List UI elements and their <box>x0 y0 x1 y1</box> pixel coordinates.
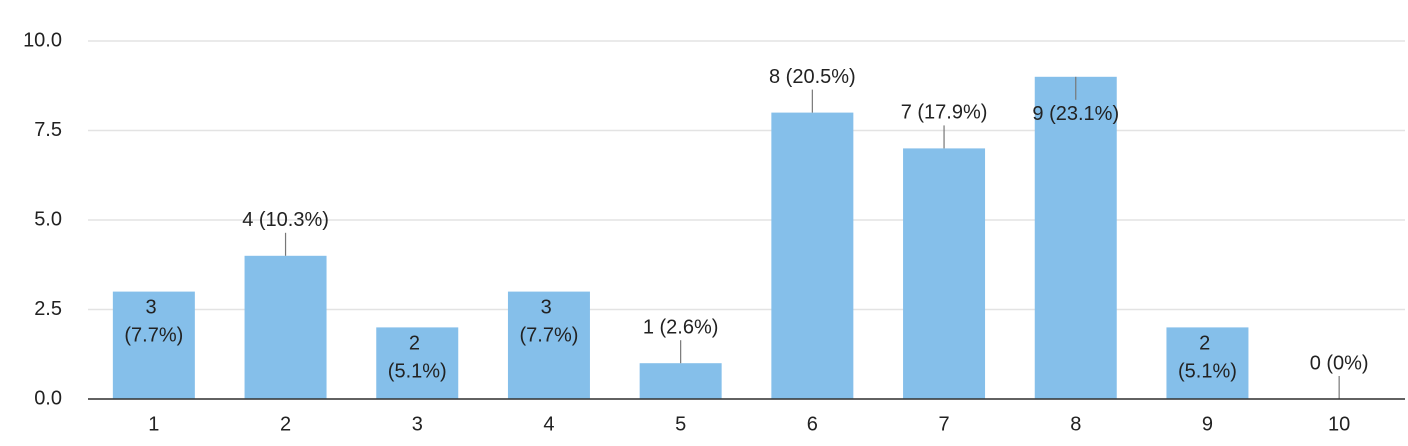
data-label-line: 3 <box>146 297 163 319</box>
data-label-line: (7.7%) <box>124 325 183 347</box>
data-label: 9 (23.1%) <box>1032 103 1119 125</box>
data-label: 4 (10.3%) <box>242 209 329 231</box>
y-tick-label: 5.0 <box>34 208 62 230</box>
data-label-line: 3 <box>541 297 558 319</box>
y-tick-label: 2.5 <box>34 298 62 320</box>
y-tick-label: 7.5 <box>34 119 62 141</box>
x-tick-label: 2 <box>280 413 291 435</box>
bar <box>639 363 722 399</box>
data-label-line: (7.7%) <box>519 325 578 347</box>
data-label-line: 2 <box>409 333 426 355</box>
bar <box>376 327 459 399</box>
x-tick-label: 4 <box>543 413 554 435</box>
data-label: 8 (20.5%) <box>769 66 856 88</box>
data-label: 0 (0%) <box>1310 352 1369 374</box>
x-tick-label: 7 <box>938 413 949 435</box>
x-tick-label: 10 <box>1328 413 1350 435</box>
data-label: 2 (5.1%) <box>1178 333 1237 383</box>
data-label-line: (5.1%) <box>388 361 447 383</box>
y-tick-label: 0.0 <box>34 387 62 409</box>
data-label-line: 2 <box>1199 333 1216 355</box>
x-tick-label: 6 <box>807 413 818 435</box>
data-label: 3 (7.7%) <box>124 297 183 347</box>
data-label: 3 (7.7%) <box>519 297 578 347</box>
x-tick-label: 5 <box>675 413 686 435</box>
bar <box>771 112 854 399</box>
x-tick-label: 1 <box>148 413 159 435</box>
bar <box>112 291 195 399</box>
bar <box>244 255 327 399</box>
data-label: 2 (5.1%) <box>388 333 447 383</box>
x-tick-label: 3 <box>412 413 423 435</box>
x-tick-label: 9 <box>1202 413 1213 435</box>
bar <box>903 148 986 399</box>
data-label: 1 (2.6%) <box>643 316 719 338</box>
data-label: 7 (17.9%) <box>901 102 988 124</box>
x-tick-label: 8 <box>1070 413 1081 435</box>
data-label-line: (5.1%) <box>1178 361 1237 383</box>
bar <box>507 291 590 399</box>
y-tick-label: 10.0 <box>23 29 62 51</box>
bar <box>1034 76 1117 400</box>
bar <box>1166 327 1249 399</box>
